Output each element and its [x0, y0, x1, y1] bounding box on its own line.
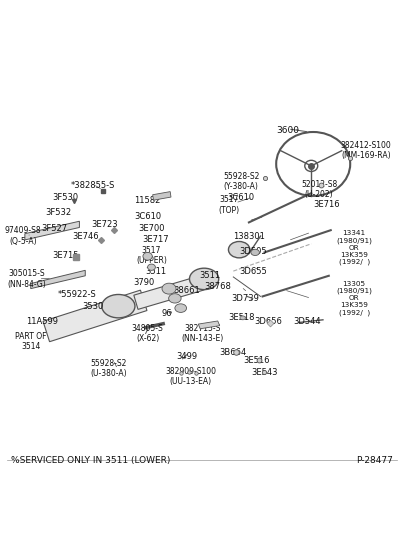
Text: 13305
(1980/91)
OR
13K359
(1992/  ): 13305 (1980/91) OR 13K359 (1992/ )	[336, 281, 372, 316]
Text: 3511: 3511	[200, 271, 221, 279]
Text: 3F527: 3F527	[41, 224, 67, 233]
Ellipse shape	[143, 252, 152, 260]
Polygon shape	[43, 290, 147, 342]
Text: 3600: 3600	[277, 126, 299, 135]
Text: PART OF
3514: PART OF 3514	[15, 332, 46, 351]
Text: 3790: 3790	[133, 278, 154, 287]
Text: 3E746: 3E746	[72, 232, 99, 240]
Text: 3517
(UPPER): 3517 (UPPER)	[136, 246, 167, 265]
Polygon shape	[25, 221, 79, 240]
Text: 3511: 3511	[145, 267, 166, 276]
Text: 3B664: 3B664	[220, 349, 247, 358]
Text: 3F530: 3F530	[53, 192, 79, 201]
Text: 3D655: 3D655	[239, 267, 267, 276]
Text: 3F532: 3F532	[45, 208, 71, 217]
Text: 55928-S2
(Y-380-A): 55928-S2 (Y-380-A)	[223, 172, 259, 191]
Text: 97409-S8
(Q-5-A): 97409-S8 (Q-5-A)	[5, 227, 41, 246]
Text: 3499: 3499	[176, 353, 197, 361]
Ellipse shape	[190, 268, 219, 290]
Text: 3E700: 3E700	[138, 224, 165, 233]
Text: 382715-S
(NN-143-E): 382715-S (NN-143-E)	[181, 324, 223, 343]
Ellipse shape	[169, 294, 181, 303]
Text: P-28477: P-28477	[356, 456, 393, 465]
Text: *55922-S: *55922-S	[58, 290, 97, 299]
Text: 13341
(1980/91)
OR
13K359
(1992/  ): 13341 (1980/91) OR 13K359 (1992/ )	[336, 230, 372, 265]
Text: 305015-S
(NN-84-G): 305015-S (NN-84-G)	[8, 269, 46, 289]
Text: *382855-S: *382855-S	[71, 181, 115, 190]
Ellipse shape	[102, 294, 135, 318]
Text: 34805-S
(X-62): 34805-S (X-62)	[132, 324, 164, 343]
Text: 3E543: 3E543	[251, 368, 278, 377]
Ellipse shape	[162, 283, 176, 294]
Text: 38661: 38661	[173, 286, 200, 295]
Ellipse shape	[240, 316, 245, 320]
Text: 3C610: 3C610	[134, 212, 161, 221]
Text: 3E716: 3E716	[314, 200, 340, 210]
Text: 3E518: 3E518	[228, 314, 255, 322]
Text: 55928-S2
(U-380-A): 55928-S2 (U-380-A)	[90, 359, 127, 378]
Ellipse shape	[229, 241, 250, 258]
Text: %SERVICED ONLY IN 3511 (LOWER): %SERVICED ONLY IN 3511 (LOWER)	[11, 456, 171, 465]
Text: 382412-S100
(MM-169-RA): 382412-S100 (MM-169-RA)	[340, 141, 391, 160]
Polygon shape	[153, 191, 171, 200]
Polygon shape	[198, 321, 220, 329]
Text: 138301: 138301	[233, 232, 265, 240]
Ellipse shape	[148, 264, 155, 270]
Text: 3D656: 3D656	[255, 317, 282, 326]
Text: 3517
(TOP): 3517 (TOP)	[219, 195, 240, 215]
Text: 11A599: 11A599	[26, 317, 58, 326]
Text: 3D739: 3D739	[231, 294, 259, 303]
Text: 3D544: 3D544	[294, 317, 321, 326]
Polygon shape	[134, 276, 204, 310]
Text: 3D505: 3D505	[239, 247, 267, 256]
Text: 382909-S100
(UU-13-EA): 382909-S100 (UU-13-EA)	[165, 367, 216, 386]
Text: 96: 96	[162, 310, 172, 318]
Polygon shape	[31, 270, 85, 289]
Text: 3C610: 3C610	[227, 192, 255, 201]
Text: 3E516: 3E516	[243, 356, 270, 365]
Text: 3530: 3530	[83, 301, 104, 311]
Ellipse shape	[175, 304, 187, 312]
Text: 3E715: 3E715	[53, 251, 79, 260]
Text: 3E717: 3E717	[142, 235, 169, 244]
Text: 52012-S8
(U-202): 52012-S8 (U-202)	[301, 180, 337, 199]
Text: 11582: 11582	[134, 196, 161, 206]
Ellipse shape	[251, 249, 259, 256]
Text: 38768: 38768	[204, 282, 231, 291]
Text: 3E723: 3E723	[91, 220, 118, 229]
